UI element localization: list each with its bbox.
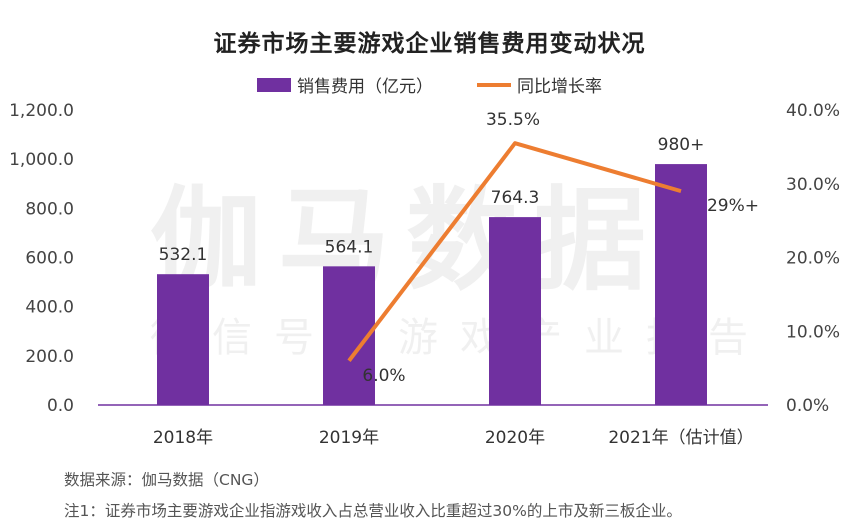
right-axis-tick-label: 0.0% [786, 396, 829, 416]
line-data-label: 6.0% [362, 366, 405, 386]
line-data-label: 29%+ [707, 196, 759, 216]
legend-label-sales-expense: 销售费用（亿元） [297, 77, 433, 97]
growth-rate-line [347, 141, 682, 362]
right-axis-tick-label: 40.0% [786, 101, 840, 121]
x-axis-tick-label: 2019年 [319, 428, 379, 448]
left-axis-tick-label: 400.0 [25, 298, 74, 318]
legend-item-sales-expense[interactable]: 销售费用（亿元） [257, 72, 433, 97]
bar [157, 274, 209, 405]
x-axis-tick-label: 2020年 [485, 428, 545, 448]
x-axis-tick-label: 2018年 [153, 428, 213, 448]
left-axis-tick-label: 0.0 [47, 396, 74, 416]
right-axis-tick-label: 30.0% [786, 175, 840, 195]
bar [489, 217, 541, 405]
left-axis-tick-label: 1,000.0 [9, 150, 74, 170]
footnote-definition: 注1：证券市场主要游戏企业指游戏收入占总营业收入比重超过30%的上市及新三板企业… [64, 502, 682, 520]
right-axis-tick-label: 20.0% [786, 249, 840, 269]
bar-data-label: 564.1 [325, 237, 374, 257]
legend-swatch-bar [257, 77, 291, 92]
bar-data-label: 980+ [658, 135, 705, 155]
legend-item-growth-rate[interactable]: 同比增长率 [477, 72, 602, 97]
left-axis-tick-label: 1,200.0 [9, 101, 74, 121]
legend-swatch-line [477, 82, 511, 87]
bar-data-label: 532.1 [159, 245, 208, 265]
bar-data-label: 764.3 [491, 188, 540, 208]
left-axis-tick-label: 600.0 [25, 249, 74, 269]
left-axis-tick-label: 800.0 [25, 199, 74, 219]
legend-label-growth-rate: 同比增长率 [517, 77, 602, 97]
line-data-label: 35.5% [486, 110, 540, 130]
data-source-note: 数据来源：伽马数据（CNG） [64, 471, 269, 489]
right-axis-tick-label: 10.0% [786, 322, 840, 342]
left-axis-tick-label: 200.0 [25, 347, 74, 367]
chart-legend: 销售费用（亿元） 同比增长率 [0, 72, 859, 97]
bar [655, 164, 707, 405]
chart-title: 证券市场主要游戏企业销售费用变动状况 [213, 31, 646, 57]
x-axis-tick-label: 2021年（估计值） [608, 428, 753, 448]
